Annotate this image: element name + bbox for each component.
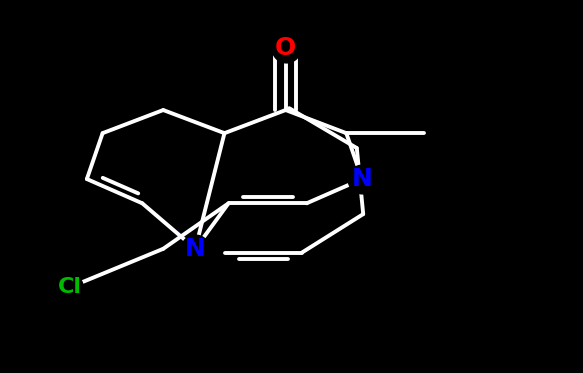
Text: N: N [185,237,206,261]
Text: N: N [352,167,373,191]
Text: O: O [275,37,296,60]
Text: Cl: Cl [58,277,82,297]
